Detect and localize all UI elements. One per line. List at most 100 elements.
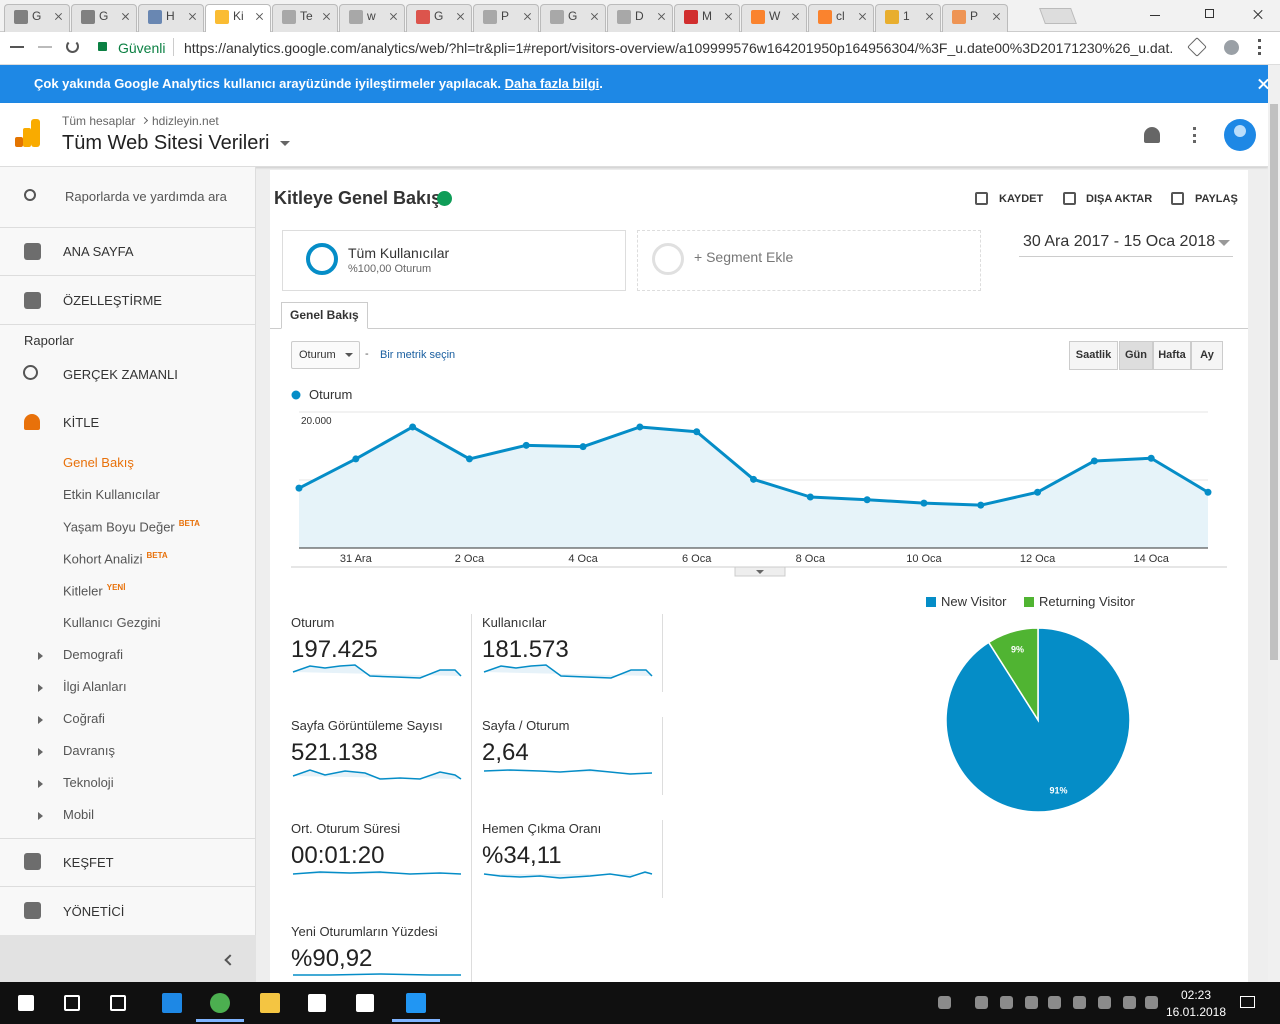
dropdown-caret [1218, 240, 1230, 246]
taskbar-icon[interactable] [406, 993, 426, 1013]
nav-label: Kullanıcı Gezgini [63, 615, 161, 630]
tab-title: G [568, 9, 578, 23]
back-button[interactable] [10, 46, 24, 48]
clock-date: 16.01.2018 [1165, 1005, 1227, 1019]
segment-card[interactable] [282, 230, 626, 291]
add-segment[interactable]: + Segment Ekle [694, 249, 794, 265]
tab-title: W [769, 9, 781, 23]
taskbar-icon[interactable] [260, 993, 280, 1013]
segment-card[interactable] [637, 230, 981, 291]
nav-badge: YENİ [106, 583, 126, 592]
menu-dots[interactable] [1258, 39, 1261, 55]
tab-title: D [635, 9, 644, 23]
tab-favicon [885, 10, 899, 24]
new-tab-button[interactable] [1039, 8, 1077, 24]
report-tab[interactable] [281, 302, 368, 329]
nav-subitem[interactable]: Kitleler YENİ [63, 583, 125, 598]
granularity-button[interactable] [1153, 341, 1191, 370]
metric-separator: - [365, 348, 369, 360]
tab-title: P [970, 9, 979, 23]
nav-subitem[interactable]: Yaşam Boyu Değer BETA [63, 519, 200, 534]
action-button[interactable]: DIŞA AKTAR [1086, 193, 1153, 205]
tab-title: cl [836, 9, 845, 23]
divider [0, 838, 255, 839]
tab-title: G [434, 9, 444, 23]
nav-subitem[interactable]: Etkin Kullanıcılar [63, 487, 160, 502]
nav-item[interactable]: KEŞFET [63, 855, 114, 870]
nav-label: Yaşam Boyu Değer [63, 519, 175, 535]
action-button[interactable]: KAYDET [999, 193, 1044, 205]
taskbar-icon[interactable] [356, 994, 374, 1012]
clock-time: 02:23 [1180, 988, 1212, 1002]
nav-icon [24, 902, 41, 919]
forward-button[interactable] [38, 46, 52, 48]
nav-subitem[interactable]: Mobil [63, 807, 95, 822]
metric-picker[interactable]: Bir metrik seçin [380, 349, 456, 361]
metric-divider [662, 820, 663, 898]
tab-title: M [702, 9, 712, 23]
granularity-button[interactable] [1069, 341, 1118, 370]
nav-subitem[interactable]: Genel Bakış [63, 455, 134, 470]
banner-link[interactable]: Daha fazla bilgi [504, 76, 600, 91]
metric-label: Sayfa / Oturum [482, 718, 570, 733]
metric-value: 521.138 [291, 739, 378, 766]
taskbar-icon[interactable] [110, 995, 126, 1011]
granularity-button[interactable] [1119, 341, 1153, 370]
nav-subitem[interactable]: Davranış [63, 743, 116, 758]
breadcrumb[interactable]: hdizleyin.net [152, 114, 219, 128]
report-title: Kitleye Genel Bakış [274, 188, 442, 208]
tab-favicon [751, 10, 765, 24]
nav-subitem[interactable]: Teknoloji [63, 775, 114, 790]
nav-subitem[interactable]: Kohort Analizi BETA [63, 551, 168, 566]
search-input[interactable]: Raporlarda ve yardımda ara [65, 189, 227, 204]
taskbar-icon[interactable] [308, 994, 326, 1012]
breadcrumb[interactable]: Tüm hesaplar [62, 114, 136, 128]
granularity-button[interactable] [1191, 341, 1223, 370]
nav-item[interactable]: GERÇEK ZAMANLI [63, 367, 178, 382]
metric-value: 00:01:20 [291, 842, 385, 869]
taskbar-icon[interactable] [162, 993, 182, 1013]
nav-icon [23, 365, 38, 380]
window-controls [1205, 9, 1214, 18]
taskbar-icon[interactable] [18, 995, 34, 1011]
nav-subitem[interactable]: Demografi [63, 647, 123, 662]
nav-subitem[interactable]: Coğrafi [63, 711, 105, 726]
taskbar-icon[interactable] [64, 995, 80, 1011]
date-range[interactable]: 30 Ara 2017 - 15 Oca 2018 [1023, 233, 1216, 250]
action-icon [1171, 192, 1184, 205]
metric-label: Ort. Oturum Süresi [291, 821, 401, 836]
more-menu[interactable] [1193, 127, 1196, 143]
tab-title: Te [300, 9, 313, 23]
date-underline [1019, 256, 1233, 257]
nav-item[interactable]: KİTLE [63, 415, 100, 430]
taskbar-icon[interactable] [210, 993, 230, 1013]
action-button[interactable]: PAYLAŞ [1195, 193, 1238, 205]
nav-subitem[interactable]: İlgi Alanları [63, 679, 127, 694]
nav-subitem[interactable]: Kullanıcı Gezgini [63, 615, 161, 630]
nav-item[interactable]: YÖNETİCİ [63, 904, 125, 919]
scroll-thumb[interactable] [1270, 104, 1278, 660]
segment-name: Tüm Kullanıcılar [348, 245, 450, 261]
tray-icon [1123, 996, 1136, 1009]
header [0, 103, 1268, 167]
banner [0, 65, 1268, 103]
divider [0, 886, 255, 887]
nav-item[interactable]: ANA SAYFA [63, 244, 134, 259]
property-selector[interactable]: Tüm Web Sitesi Verileri [62, 132, 270, 154]
tab-favicon [148, 10, 162, 24]
separator [173, 38, 174, 56]
nav-badge: BETA [178, 519, 200, 528]
segment-detail: %100,00 Oturum [348, 263, 432, 275]
url[interactable]: https://analytics.google.com/analytics/w… [184, 40, 1174, 56]
action-center[interactable] [1240, 996, 1255, 1008]
tab-favicon [550, 10, 564, 24]
nav-item[interactable]: ÖZELLEŞTİRME [63, 293, 162, 308]
metric-divider [662, 614, 663, 692]
tab-favicon [416, 10, 430, 24]
search-icon [24, 189, 36, 201]
reload-button[interactable] [66, 40, 79, 53]
metric-divider [662, 717, 663, 795]
notifications[interactable] [1144, 127, 1160, 143]
